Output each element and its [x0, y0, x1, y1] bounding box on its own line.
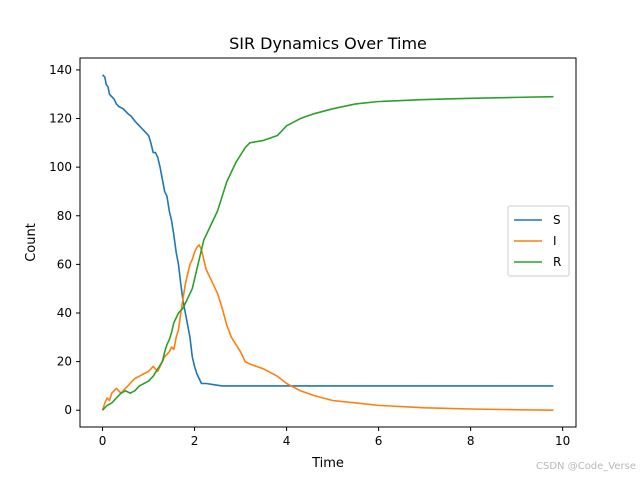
chart-title: SIR Dynamics Over Time	[229, 34, 427, 53]
y-axis-label: Count	[24, 223, 39, 262]
series-lines	[101, 74, 554, 412]
y-tick-label: 0	[64, 403, 72, 417]
series-line-r	[101, 95, 554, 411]
x-tick-label: 0	[99, 434, 107, 448]
x-tick-label: 6	[375, 434, 383, 448]
legend-label-i: I	[553, 234, 557, 248]
y-tick-label: 100	[49, 160, 72, 174]
y-tick-label: 80	[57, 209, 72, 223]
watermark-text: CSDN @Code_Verse	[536, 461, 636, 472]
x-tick-label: 4	[283, 434, 291, 448]
y-tick-label: 140	[49, 63, 72, 77]
legend-label-s: S	[553, 213, 561, 227]
y-tick-label: 20	[57, 355, 72, 369]
x-tick-label: 10	[555, 434, 570, 448]
y-tick-label: 60	[57, 257, 72, 271]
y-tick-label: 120	[49, 112, 72, 126]
x-axis-label: Time	[311, 456, 344, 471]
legend: S I R	[507, 205, 570, 277]
series-line-s	[101, 74, 554, 387]
series-line-i	[101, 244, 554, 412]
plot-frame	[79, 57, 577, 428]
x-tick-label: 2	[191, 434, 199, 448]
y-tick-label: 40	[57, 306, 72, 320]
x-tick-label: 8	[467, 434, 475, 448]
legend-label-r: R	[553, 255, 561, 269]
